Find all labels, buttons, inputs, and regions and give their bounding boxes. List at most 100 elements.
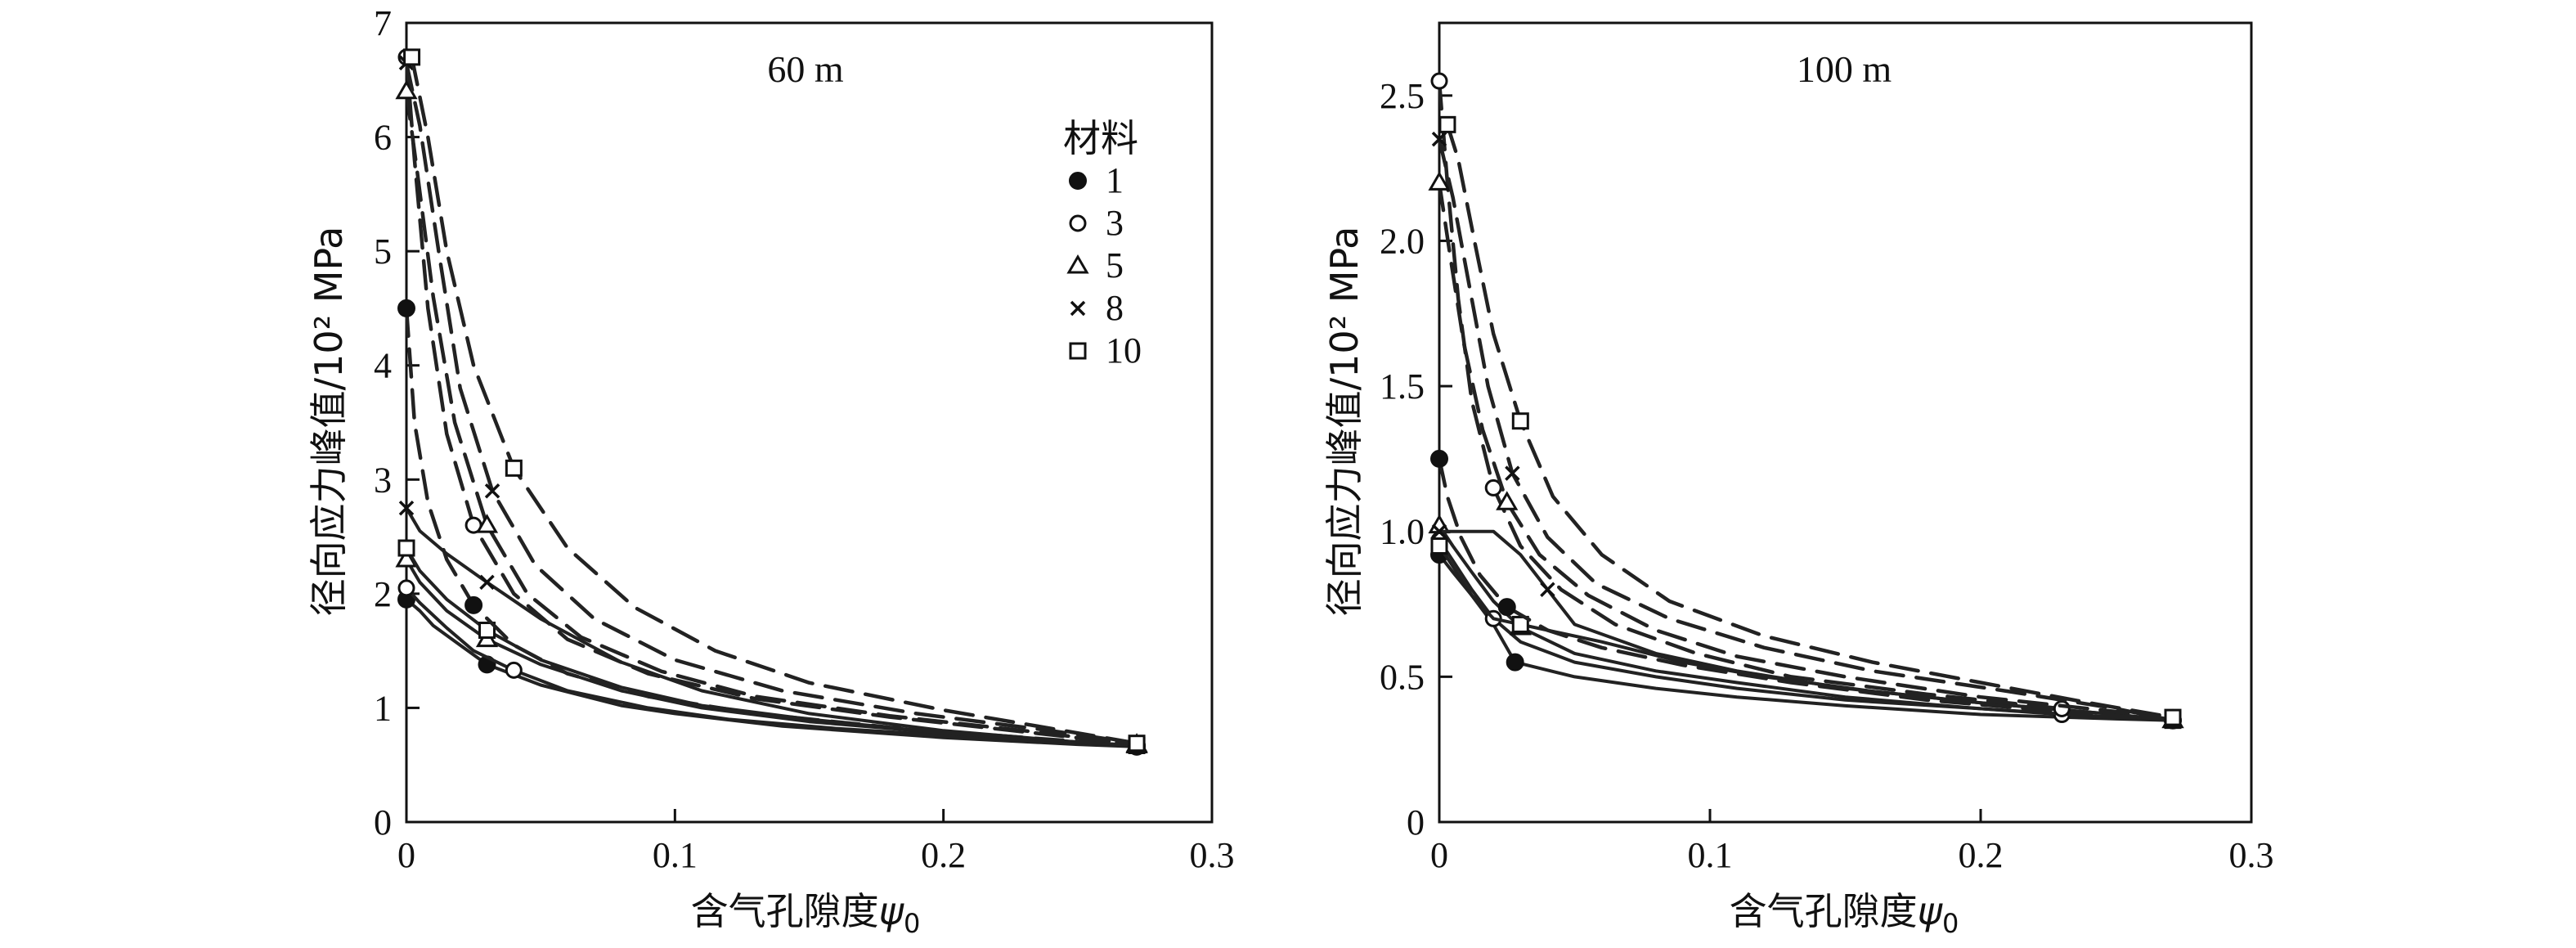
series-material-8-dashed [398,55,1145,751]
data-point [1430,537,1448,555]
data-point [1511,412,1529,430]
legend-entry: 8 [1070,288,1124,328]
data-point [479,574,495,591]
chart-100m: 0 0.1 0.2 0.3 0 0.5 1.0 1.5 2.0 2.5 100 m 径向应力峰值/… [1322,21,2274,939]
data-point [1497,598,1516,617]
x-axis-label: 含气孔隙度ψ0 [1730,889,1959,939]
series-line [405,586,1139,748]
y-tick-label: 1.0 [1380,512,1425,552]
x-tick-label: 0.1 [653,835,698,875]
y-tick-label: 0 [1407,802,1425,842]
data-point [397,539,415,557]
series-line [1437,456,2175,722]
x-tick-label: 0.2 [1959,835,2004,875]
data-point [2164,708,2182,726]
data-point [1505,465,1520,481]
legend-label: 5 [1106,245,1124,285]
series-line [410,55,1139,745]
x-tick-label: 0 [397,835,415,875]
series-line [405,506,1139,748]
series-material-3-dashed [397,48,1146,753]
y-tick-label: 2.0 [1380,221,1425,261]
series-line [404,306,1139,748]
legend-title: 材料 [1063,116,1138,160]
data-point [1430,449,1448,468]
series-line [1438,538,2064,717]
data-point [484,483,500,499]
data-point [403,48,421,66]
legend-marker [1066,254,1089,274]
series-material-10-dashed [1438,115,2182,726]
data-point [475,514,499,533]
data-point [1540,582,1555,598]
legend-marker [1070,300,1086,317]
legend-entry: 3 [1069,203,1124,243]
y-axis-label: 径向应力峰值/10² MPa [1322,227,1367,617]
legend-marker [1069,172,1087,190]
chart-title: 60 m [767,48,844,90]
series-line [404,89,1139,747]
x-tick-label: 0.1 [1688,835,1733,875]
data-point [2053,699,2071,717]
data-point [397,579,415,597]
y-tick-label: 0 [374,802,392,842]
y-tick-label: 2.5 [1380,76,1425,116]
data-point [478,622,496,640]
chart-60m: 0 0.1 0.2 0.3 0 1 2 3 4 5 6 7 60 m 径向应力峰值/10² MPa 含… [307,3,1235,939]
data-point [1431,523,1447,539]
series-material-1-dashed [1430,449,2183,730]
y-tick-label: 1.5 [1380,366,1425,407]
data-point [398,500,415,516]
chart-title: 100 m [1797,48,1892,90]
data-point [1430,72,1448,90]
legend-label: 3 [1106,203,1124,243]
data-point [1128,735,1146,753]
data-point [1506,653,1524,672]
data-point [1428,171,1451,191]
series-material-1-dashed [397,299,1147,755]
series-material-5-dashed [1428,171,2184,729]
legend-label: 1 [1106,160,1124,200]
plot-area: 0 0.1 0.2 0.3 0 0.5 1.0 1.5 2.0 2.5 [1380,21,2274,875]
series-line [1437,137,2175,722]
series-line [404,55,1139,747]
legend-marker [1069,214,1087,232]
legend-entry: 1 [1069,160,1124,200]
y-tick-label: 3 [374,460,392,500]
data-point [1511,615,1529,633]
legend-entry: 5 [1066,245,1124,285]
legend-label: 8 [1106,288,1124,328]
y-tick-label: 7 [374,3,392,43]
series-line [405,546,1139,748]
y-tick-label: 4 [374,346,392,386]
plot-frame [405,21,1214,824]
series-material-10-solid [397,539,1146,754]
y-tick-label: 2 [374,574,392,614]
series-line [1438,523,2174,722]
data-point [505,661,523,679]
x-tick-label: 0.3 [2229,835,2274,875]
series-line [405,558,1139,748]
data-point [1438,115,1456,133]
y-axis-label: 径向应力峰值/10² MPa [307,227,351,617]
y-tick-label: 6 [374,118,392,158]
data-point [397,299,415,317]
legend-entry: 10 [1069,330,1142,371]
x-tick-label: 0 [1430,835,1448,875]
series-line [1445,123,2175,720]
legend-label: 10 [1106,330,1142,371]
y-tick-label: 5 [374,231,392,272]
x-tick-label: 0.2 [921,835,966,875]
data-point [464,595,483,614]
plot-frame [1438,21,2253,824]
data-point [1431,131,1447,147]
series-line [404,61,1139,745]
legend-marker [1069,342,1087,360]
series-line [1437,79,2064,711]
y-tick-label: 1 [374,688,392,728]
series-material-10-dashed [403,48,1146,753]
series-line [405,597,1139,748]
data-point [1496,491,1519,510]
x-tick-label: 0.3 [1190,835,1235,875]
